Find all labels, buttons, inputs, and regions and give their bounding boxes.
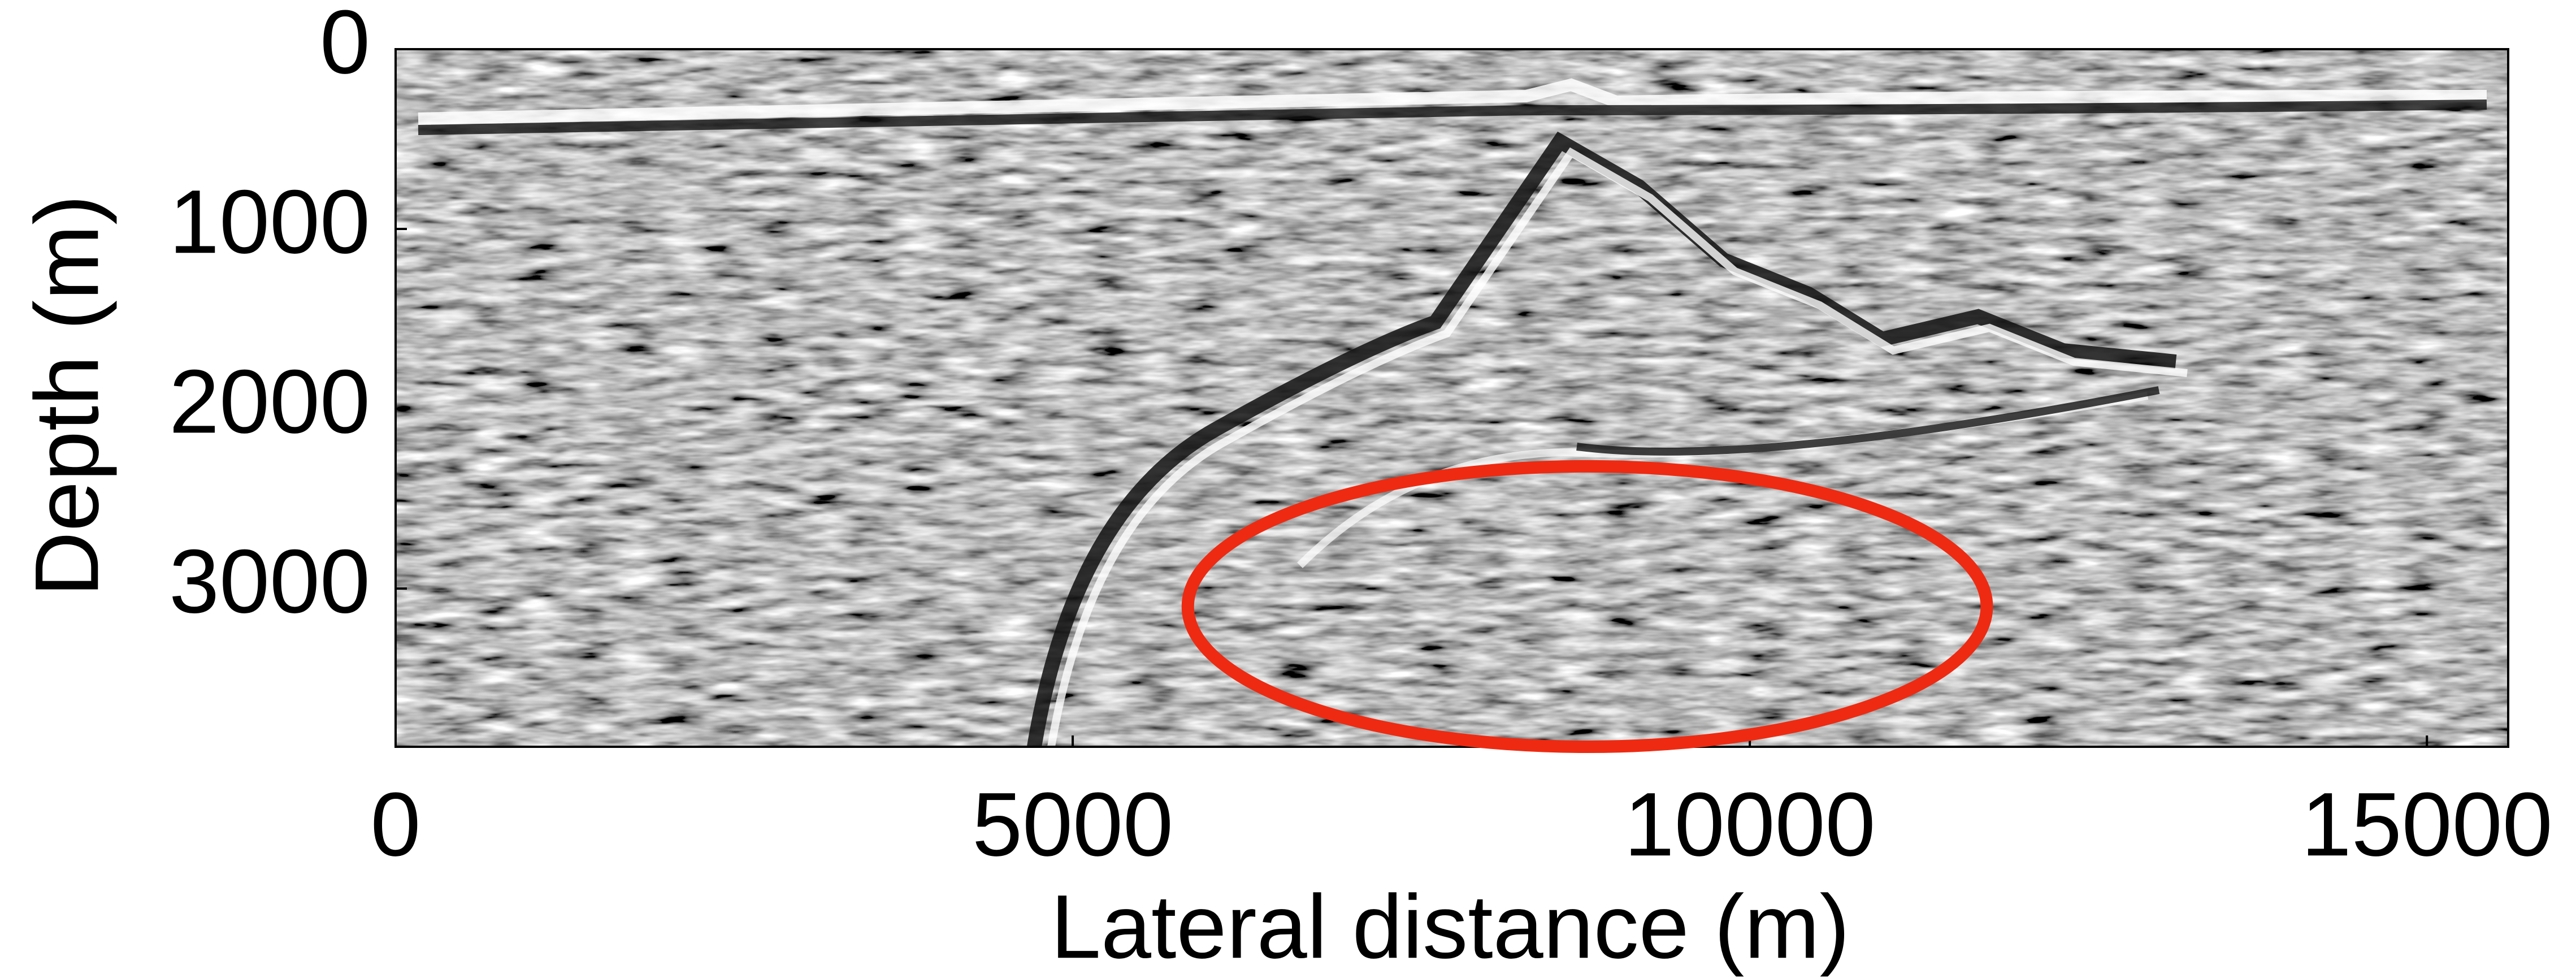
y-tick-label: 2000: [169, 350, 370, 452]
y-axis-label: Depth (m): [16, 194, 117, 596]
chart: Depth (m) Lateral distance (m) 0 5000 1000…: [0, 0, 2576, 978]
x-tick-label: 5000: [972, 773, 1173, 875]
y-tick-label: 1000: [169, 171, 370, 272]
seismic-image: [396, 49, 2508, 747]
y-tick-label: 3000: [169, 530, 370, 631]
x-tick-label: 0: [371, 773, 421, 875]
page: {"chart_data": {"type": "image", "x_labe…: [0, 0, 2576, 978]
x-tick-label: 10000: [1624, 773, 1876, 875]
x-axis-label: Lateral distance (m): [1051, 876, 1850, 977]
y-tick-label: 0: [320, 0, 370, 92]
x-tick-label: 15000: [2301, 773, 2553, 875]
